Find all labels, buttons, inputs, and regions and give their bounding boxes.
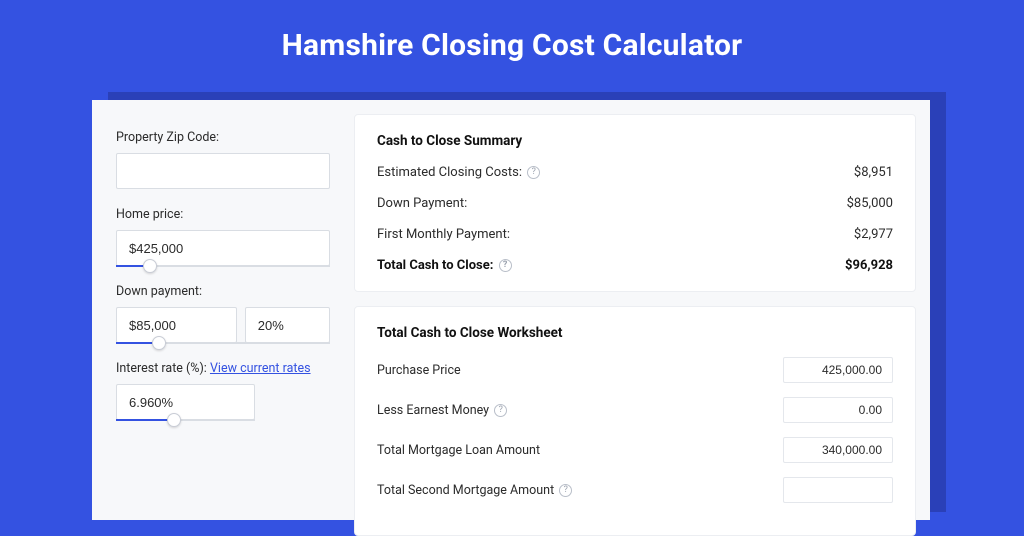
view-rates-link[interactable]: View current rates bbox=[210, 361, 311, 376]
summary-total-row: Total Cash to Close: ? $96,928 bbox=[377, 258, 893, 273]
home-price-slider[interactable] bbox=[116, 230, 330, 266]
worksheet-row-label: Less Earnest Money ? bbox=[377, 403, 507, 418]
summary-row-label: First Monthly Payment: bbox=[377, 227, 510, 242]
worksheet-panel: Total Cash to Close Worksheet Purchase P… bbox=[354, 306, 916, 536]
summary-row: Estimated Closing Costs: ? $8,951 bbox=[377, 165, 893, 180]
worksheet-input[interactable] bbox=[783, 397, 893, 423]
field-home-price: Home price: bbox=[116, 207, 330, 266]
summary-row-label: Estimated Closing Costs: ? bbox=[377, 165, 540, 180]
summary-panel: Cash to Close Summary Estimated Closing … bbox=[354, 114, 916, 292]
down-payment-input[interactable] bbox=[116, 307, 237, 343]
zip-label: Property Zip Code: bbox=[116, 130, 330, 145]
interest-rate-label: Interest rate (%): View current rates bbox=[116, 361, 330, 376]
summary-label-text: Estimated Closing Costs: bbox=[377, 165, 522, 180]
page-title: Hamshire Closing Cost Calculator bbox=[0, 0, 1024, 85]
results-column: Cash to Close Summary Estimated Closing … bbox=[354, 114, 916, 506]
summary-row: First Monthly Payment: $2,977 bbox=[377, 227, 893, 242]
calculator-card: Property Zip Code: Home price: Down paym… bbox=[92, 100, 930, 520]
slider-thumb[interactable] bbox=[167, 413, 181, 427]
field-zip: Property Zip Code: bbox=[116, 130, 330, 189]
worksheet-input[interactable] bbox=[783, 437, 893, 463]
interest-rate-input[interactable] bbox=[116, 384, 255, 420]
interest-rate-slider[interactable] bbox=[116, 384, 255, 420]
inputs-column: Property Zip Code: Home price: Down paym… bbox=[106, 114, 340, 506]
summary-title: Cash to Close Summary bbox=[377, 133, 893, 149]
worksheet-row-label: Purchase Price bbox=[377, 363, 461, 378]
summary-row-value: $85,000 bbox=[847, 196, 893, 211]
help-icon[interactable]: ? bbox=[494, 404, 507, 417]
summary-total-label-text: Total Cash to Close: bbox=[377, 258, 493, 273]
worksheet-row: Purchase Price bbox=[377, 357, 893, 383]
summary-row: Down Payment: $85,000 bbox=[377, 196, 893, 211]
help-icon[interactable]: ? bbox=[559, 484, 572, 497]
slider-fill bbox=[116, 419, 174, 421]
summary-row-value: $2,977 bbox=[854, 227, 893, 242]
worksheet-label-text: Total Second Mortgage Amount bbox=[377, 483, 554, 498]
summary-total-value: $96,928 bbox=[845, 258, 893, 273]
worksheet-label-text: Less Earnest Money bbox=[377, 403, 489, 418]
help-icon[interactable]: ? bbox=[527, 166, 540, 179]
worksheet-title: Total Cash to Close Worksheet bbox=[377, 325, 893, 341]
down-payment-pct-input[interactable] bbox=[245, 307, 330, 343]
field-down-payment: Down payment: bbox=[116, 284, 330, 343]
summary-row-label: Down Payment: bbox=[377, 196, 467, 211]
slider-thumb[interactable] bbox=[152, 336, 166, 350]
summary-total-label: Total Cash to Close: ? bbox=[377, 258, 512, 273]
worksheet-input[interactable] bbox=[783, 357, 893, 383]
down-payment-label: Down payment: bbox=[116, 284, 330, 299]
help-icon[interactable]: ? bbox=[499, 259, 512, 272]
worksheet-row-label: Total Mortgage Loan Amount bbox=[377, 443, 540, 458]
interest-rate-label-text: Interest rate (%): bbox=[116, 361, 207, 376]
zip-input[interactable] bbox=[116, 153, 330, 189]
summary-row-value: $8,951 bbox=[854, 165, 893, 180]
worksheet-row: Total Mortgage Loan Amount bbox=[377, 437, 893, 463]
down-payment-slider[interactable] bbox=[116, 307, 330, 343]
worksheet-row: Total Second Mortgage Amount ? bbox=[377, 477, 893, 503]
field-interest-rate: Interest rate (%): View current rates bbox=[116, 361, 330, 420]
worksheet-row: Less Earnest Money ? bbox=[377, 397, 893, 423]
worksheet-row-label: Total Second Mortgage Amount ? bbox=[377, 483, 572, 498]
home-price-label: Home price: bbox=[116, 207, 330, 222]
slider-thumb[interactable] bbox=[143, 259, 157, 273]
worksheet-input[interactable] bbox=[783, 477, 893, 503]
